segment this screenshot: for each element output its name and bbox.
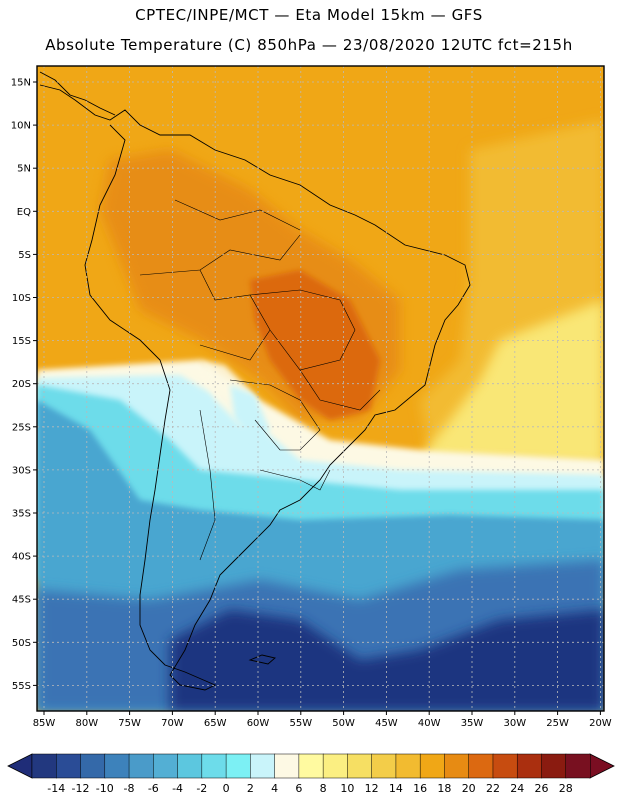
colorbar xyxy=(7,753,615,779)
lat-label: 20S xyxy=(12,379,31,390)
colorbar-label: 24 xyxy=(510,782,524,795)
longitude-axis: 85W 80W 75W 70W 65W 60W 55W 50W 45W 40W 35W 30W 25W 2… xyxy=(33,711,612,729)
colorbar-swatch xyxy=(541,753,567,779)
lon-label: 60W xyxy=(247,718,270,729)
colorbar-swatch xyxy=(395,753,421,779)
lat-label: 50S xyxy=(12,638,31,649)
south-america-coastline xyxy=(39,84,471,691)
colorbar-swatch xyxy=(492,753,518,779)
colorbar-label: 26 xyxy=(534,782,548,795)
lon-label: 70W xyxy=(161,718,184,729)
colorbar-label: -10 xyxy=(96,782,114,795)
colorbar-label: 20 xyxy=(462,782,476,795)
latitude-axis: 15N 10N 5N EQ 5S 10S 15S 20S 25S 30S 35S 40S 45S 50S 5… xyxy=(11,78,37,692)
map-title: CPTEC/INPE/MCT — Eta Model 15km — GFS xyxy=(135,6,483,24)
colorbar-label: 8 xyxy=(320,782,327,795)
colorbar-swatch xyxy=(153,753,179,779)
lon-label: 40W xyxy=(418,718,441,729)
colorbar-swatch xyxy=(201,753,227,779)
colorbar-label: 28 xyxy=(559,782,573,795)
colorbar-swatch xyxy=(347,753,373,779)
colorbar-swatch xyxy=(322,753,349,779)
lon-label: 50W xyxy=(332,718,355,729)
coastline xyxy=(39,71,471,691)
lat-label: 10S xyxy=(12,293,31,304)
colorbar-swatch xyxy=(250,753,276,779)
colorbar-label: -8 xyxy=(124,782,135,795)
colorbar-swatch xyxy=(274,753,300,779)
colorbar-label: 12 xyxy=(365,782,379,795)
colorbar-label: 4 xyxy=(271,782,278,795)
lon-label: 85W xyxy=(33,718,56,729)
field-atlantic-yellow xyxy=(420,300,604,465)
field-hot-core xyxy=(250,270,380,420)
colorbar-swatch xyxy=(80,753,106,779)
colorbar-label: 22 xyxy=(486,782,500,795)
lon-label: 25W xyxy=(546,718,569,729)
lon-label: 30W xyxy=(503,718,526,729)
lat-label: 55S xyxy=(12,681,31,692)
colorbar-labels: -14 -12 -10 -8 -6 -4 -2 0 2 4 6 8 10 12 14 16 18 20 22 24 26… xyxy=(47,782,572,795)
colorbar-swatch xyxy=(31,753,57,779)
central-america-coastline xyxy=(39,71,116,116)
colorbar-label: 10 xyxy=(340,782,354,795)
lat-label: 30S xyxy=(12,465,31,476)
colorbar-label: 14 xyxy=(389,782,403,795)
colorbar-label: 0 xyxy=(223,782,230,795)
colorbar-label: -12 xyxy=(72,782,90,795)
lon-label: 75W xyxy=(118,718,141,729)
lat-label: 10N xyxy=(11,121,31,132)
colorbar-swatch xyxy=(419,753,446,779)
lon-label: 55W xyxy=(289,718,312,729)
lat-label: 35S xyxy=(12,509,31,520)
colorbar-label: 6 xyxy=(295,782,302,795)
lat-label: 5S xyxy=(18,250,31,261)
lat-label: 5N xyxy=(17,164,31,175)
lat-label: 25S xyxy=(12,422,31,433)
colorbar-swatch xyxy=(516,753,543,779)
lon-label: 80W xyxy=(75,718,98,729)
lon-label: 35W xyxy=(461,718,484,729)
colorbar-swatch xyxy=(444,753,470,779)
colorbar-label: -6 xyxy=(148,782,159,795)
lat-label: 45S xyxy=(12,595,31,606)
colorbar-swatch xyxy=(56,753,82,779)
map-subtitle: Absolute Temperature (C) 850hPa — 23/08/… xyxy=(45,36,573,54)
temperature-field xyxy=(37,66,604,711)
lon-label: 20W xyxy=(589,718,612,729)
lat-label: 40S xyxy=(12,552,31,563)
lat-label: 15N xyxy=(11,78,31,89)
colorbar-label: 18 xyxy=(437,782,451,795)
colorbar-swatch xyxy=(371,753,397,779)
colorbar-swatch xyxy=(104,753,130,779)
colorbar-label: 2 xyxy=(247,782,254,795)
lon-label: 65W xyxy=(204,718,227,729)
colorbar-swatch xyxy=(225,753,251,779)
lat-label: 15S xyxy=(12,336,31,347)
colorbar-over-arrow xyxy=(589,753,615,779)
colorbar-swatch xyxy=(177,753,203,779)
lat-label: EQ xyxy=(17,207,31,218)
colorbar-swatch xyxy=(565,753,591,779)
colorbar-swatch xyxy=(298,753,324,779)
colorbar-swatch xyxy=(468,753,494,779)
colorbar-swatch xyxy=(128,753,154,779)
colorbar-label: 16 xyxy=(413,782,427,795)
colorbar-label: -14 xyxy=(47,782,65,795)
lon-label: 45W xyxy=(375,718,398,729)
colorbar-label: -2 xyxy=(196,782,207,795)
colorbar-under-arrow xyxy=(7,753,33,779)
colorbar-label: -4 xyxy=(172,782,183,795)
map-border xyxy=(36,65,605,712)
country-borders xyxy=(139,199,381,561)
